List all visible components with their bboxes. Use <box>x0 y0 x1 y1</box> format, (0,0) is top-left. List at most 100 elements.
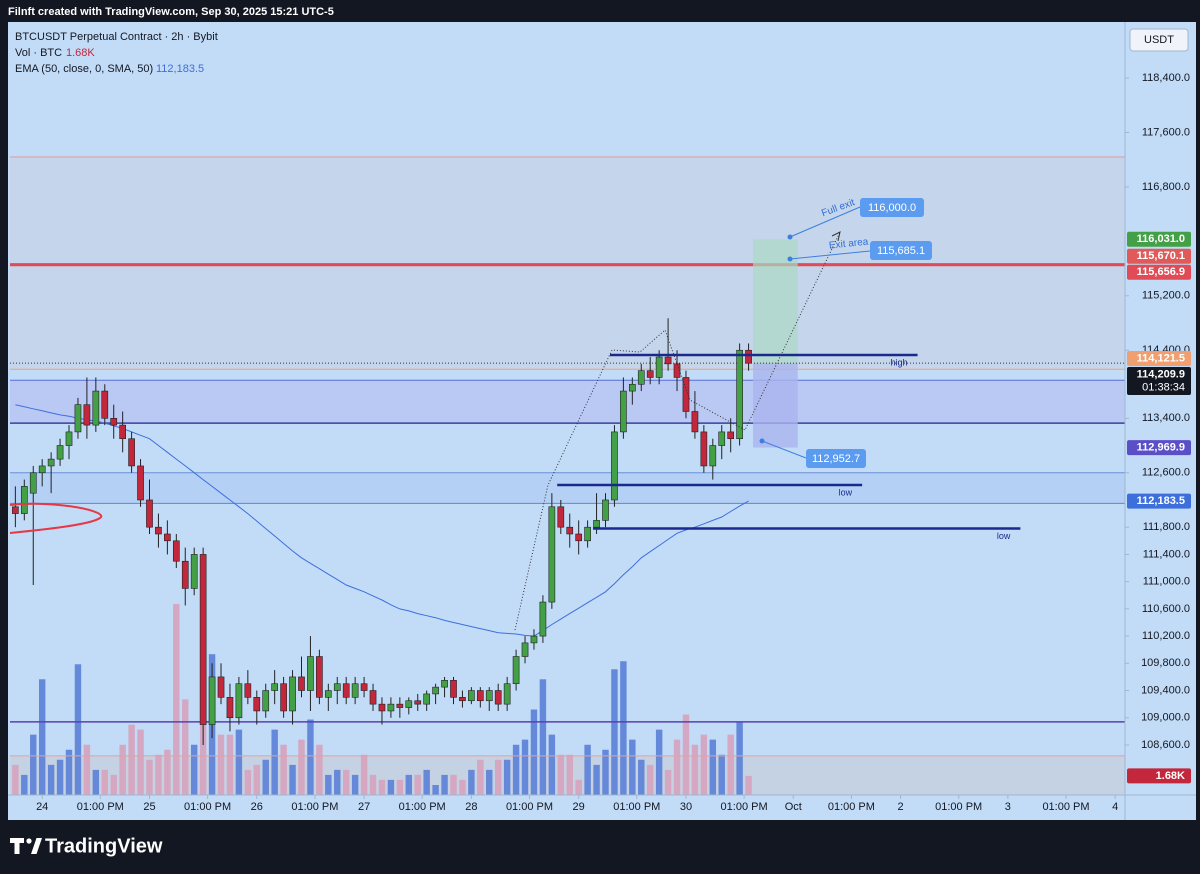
volume-bar <box>548 734 556 795</box>
annotation-text: 116,000.0 <box>868 202 916 214</box>
x-tick-label: 28 <box>465 801 477 813</box>
projection-arrow <box>831 231 841 242</box>
volume-bar <box>691 744 699 795</box>
volume-bar <box>146 759 153 795</box>
volume-bar <box>638 759 645 795</box>
ema-legend: EMA (50, close, 0, SMA, 50) <box>15 63 153 75</box>
volume-bar <box>673 739 681 795</box>
x-tick-label: 26 <box>251 801 263 813</box>
candle-body <box>360 683 368 691</box>
volume-bar <box>620 661 627 795</box>
volume-bar <box>360 754 368 795</box>
volume-bar <box>664 769 672 795</box>
candle-body <box>745 349 752 364</box>
volume-bar <box>396 779 404 795</box>
candle-body <box>423 693 431 705</box>
volume-bar <box>342 769 350 795</box>
volume-bar <box>539 679 547 795</box>
candle-body <box>414 700 422 705</box>
volume-bar <box>378 779 386 795</box>
position-stop <box>753 363 798 448</box>
candle-body <box>628 383 636 392</box>
currency-box[interactable] <box>1129 28 1189 52</box>
candle-body <box>29 472 37 494</box>
candle-body <box>476 690 484 702</box>
candle-body <box>280 683 287 712</box>
candle-body <box>494 690 502 705</box>
watermark: Filnft created with TradingView.com, Sep… <box>8 6 334 18</box>
candle-body <box>119 424 127 440</box>
x-tick-label: 24 <box>36 801 48 813</box>
vol-legend: Vol · BTC <box>15 47 62 59</box>
candle-body <box>593 520 600 528</box>
candle-body <box>324 690 332 698</box>
candle-body <box>432 686 439 695</box>
price-tag <box>1127 440 1191 456</box>
price-tag-label: 115,670.1 <box>1137 250 1185 262</box>
volume-bar <box>655 729 663 795</box>
volume-bar <box>217 734 225 795</box>
plot: high low low <box>10 156 1125 795</box>
price-tag-label: 114,209.9 <box>1137 368 1185 380</box>
x-tick-label: 01:00 PM <box>77 801 124 813</box>
volume-bar <box>682 714 690 795</box>
volume-bar <box>423 769 430 795</box>
y-tick-label: 109,800.0 <box>1141 657 1190 669</box>
price-tag <box>1127 366 1191 395</box>
y-tick-label: 118,400.0 <box>1142 72 1190 84</box>
candle-body <box>682 377 690 412</box>
x-tick-label: 01:00 PM <box>506 801 553 813</box>
candle-body <box>271 683 279 691</box>
volume-bar <box>736 721 743 795</box>
volume-bar <box>351 774 359 795</box>
candle-body <box>530 635 538 644</box>
x-tick-label: 27 <box>358 801 370 813</box>
candle-body <box>316 656 323 698</box>
volume-bar <box>173 603 180 795</box>
candle-body <box>503 683 511 705</box>
countdown: 01:38:34 <box>1142 381 1185 393</box>
volume-bar <box>593 764 600 795</box>
volume-bar <box>244 769 252 795</box>
volume-bar <box>38 679 46 795</box>
axis-group: 118,400.0 117,600.0 116,800.0 115,200.0 114,… <box>36 72 1191 813</box>
candle-body <box>351 683 359 698</box>
volume-bar <box>727 734 734 795</box>
volume-bar <box>280 744 287 795</box>
candle-body <box>137 465 144 501</box>
candle-body <box>208 676 216 725</box>
volume-bar <box>709 739 717 795</box>
volume-bar <box>56 759 64 795</box>
volume-bar <box>646 764 654 795</box>
price-tag <box>1127 231 1191 247</box>
candle-body <box>396 703 404 708</box>
symbol: BTCUSDT Perpetual Contract · 2h · Bybit <box>15 31 218 43</box>
price-axis <box>1125 22 1196 820</box>
callout-dot <box>787 256 793 262</box>
volume-bar <box>369 774 377 795</box>
volume-bar <box>253 764 261 795</box>
candle-body <box>65 431 73 446</box>
volume-bar <box>530 709 538 795</box>
volume-bar <box>74 664 82 795</box>
y-tick-label: 109,400.0 <box>1141 684 1190 696</box>
candle-body <box>602 499 609 521</box>
volume-bar <box>12 764 19 795</box>
candle-body <box>620 390 627 433</box>
x-tick-label: 01:00 PM <box>828 801 875 813</box>
volume-bar <box>432 784 439 795</box>
candle-body <box>575 533 583 542</box>
callout-line <box>789 250 871 260</box>
candle-body <box>405 700 413 708</box>
callout-dot <box>759 438 765 444</box>
y-tick-label: 117,600.0 <box>1142 126 1190 138</box>
candle-body <box>199 554 207 725</box>
volume-bar <box>262 759 269 795</box>
x-tick-label: 29 <box>573 801 585 813</box>
candle-body <box>298 676 305 691</box>
volume-bar <box>307 719 314 795</box>
candle-body <box>190 554 198 589</box>
y-tick-label: 108,600.0 <box>1141 739 1190 751</box>
volume-bar <box>521 739 529 795</box>
